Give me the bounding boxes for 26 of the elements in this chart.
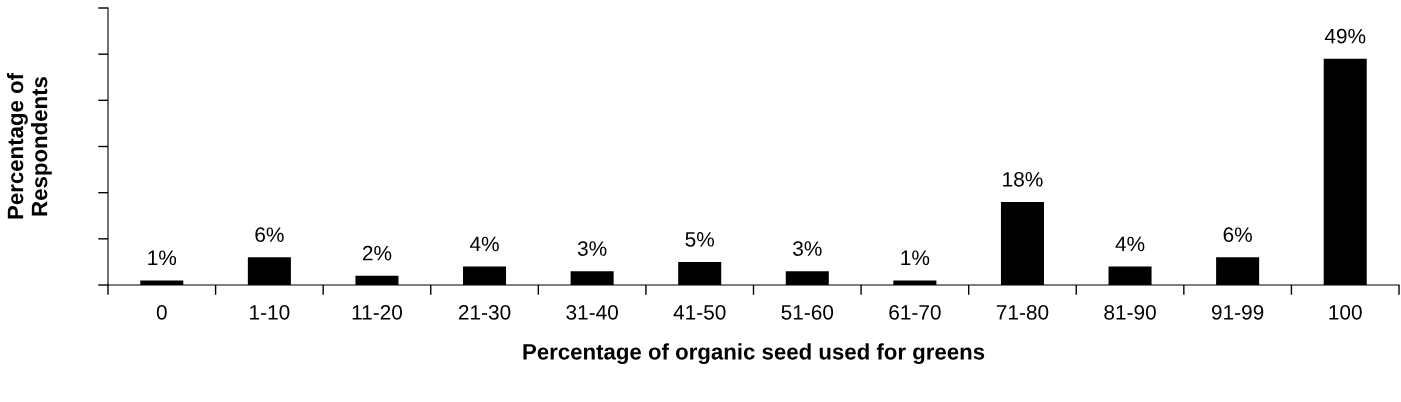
x-tick-label: 21-30 bbox=[458, 304, 511, 320]
data-label: 4% bbox=[469, 236, 499, 252]
x-tick-label: 81-90 bbox=[1104, 304, 1156, 320]
x-tick-label: 41-50 bbox=[673, 304, 726, 320]
x-tick-label: 31-40 bbox=[566, 304, 618, 320]
data-label: 3% bbox=[793, 241, 822, 256]
data-label: 6% bbox=[255, 227, 284, 243]
x-tick-label: 100 bbox=[1329, 304, 1362, 320]
x-tick-label: 91-99 bbox=[1211, 304, 1264, 320]
x-tick-label: 51-60 bbox=[781, 304, 834, 320]
data-label: 1% bbox=[901, 250, 930, 266]
x-axis-title: Percentage of organic seed used for greens bbox=[523, 343, 985, 365]
data-label: 3% bbox=[577, 241, 607, 256]
data-label: 5% bbox=[685, 232, 715, 247]
x-tick-label: 0 bbox=[156, 304, 167, 320]
data-label: 6% bbox=[1223, 227, 1252, 243]
x-tick-label: 61-70 bbox=[889, 304, 941, 320]
data-label: 2% bbox=[362, 245, 392, 261]
data-label: 49% bbox=[1324, 28, 1366, 44]
data-label: 1% bbox=[148, 250, 177, 266]
x-tick-label: 11-20 bbox=[352, 304, 403, 320]
data-label: 4% bbox=[1115, 236, 1145, 252]
y-axis-title: Percentage of Respondents bbox=[7, 72, 52, 219]
data-label: 18% bbox=[1003, 171, 1043, 187]
x-tick-label: 1-10 bbox=[250, 304, 290, 320]
x-tick-label: 71-80 bbox=[996, 304, 1049, 320]
